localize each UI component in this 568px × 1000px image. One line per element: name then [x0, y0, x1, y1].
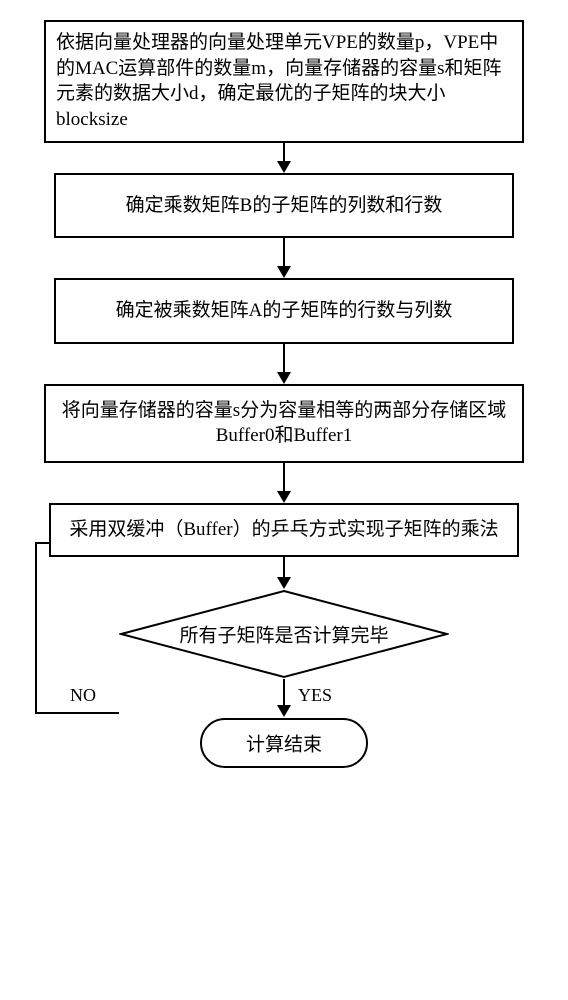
arrow-yes	[277, 679, 291, 717]
arrow-3	[277, 344, 291, 384]
loop-region: 采用双缓冲（Buffer）的乒乓方式实现子矩阵的乘法 所有子矩阵是否计算完毕 N…	[30, 503, 538, 679]
arrow-2	[277, 238, 291, 278]
step-4-text: 将向量存储器的容量s分为容量相等的两部分存储区域Buffer0和Buffer1	[62, 400, 506, 447]
step-5-box: 采用双缓冲（Buffer）的乒乓方式实现子矩阵的乘法	[49, 503, 519, 557]
step-2-text: 确定乘数矩阵B的子矩阵的列数和行数	[126, 195, 443, 216]
step-4-box: 将向量存储器的容量s分为容量相等的两部分存储区域Buffer0和Buffer1	[44, 384, 524, 463]
decision-diamond: 所有子矩阵是否计算完毕	[119, 589, 449, 679]
step-3-text: 确定被乘数矩阵A的子矩阵的行数与列数	[116, 300, 453, 321]
terminator: 计算结束	[199, 717, 369, 769]
step-1-box: 依据向量处理器的向量处理单元VPE的数量p，VPE中的MAC运算部件的数量m，向…	[44, 20, 524, 143]
step-5-text: 采用双缓冲（Buffer）的乒乓方式实现子矩阵的乘法	[69, 519, 498, 540]
yes-label: YES	[298, 685, 332, 706]
arrow-4	[277, 463, 291, 503]
decision-text: 所有子矩阵是否计算完毕	[179, 620, 388, 647]
step-3-box: 确定被乘数矩阵A的子矩阵的行数与列数	[54, 278, 514, 344]
step-1-text: 依据向量处理器的向量处理单元VPE的数量p，VPE中的MAC运算部件的数量m，向…	[56, 32, 501, 130]
terminator-text: 计算结束	[246, 729, 322, 756]
arrow-1	[277, 143, 291, 173]
arrow-5	[277, 557, 291, 589]
step-2-box: 确定乘数矩阵B的子矩阵的列数和行数	[54, 173, 514, 239]
